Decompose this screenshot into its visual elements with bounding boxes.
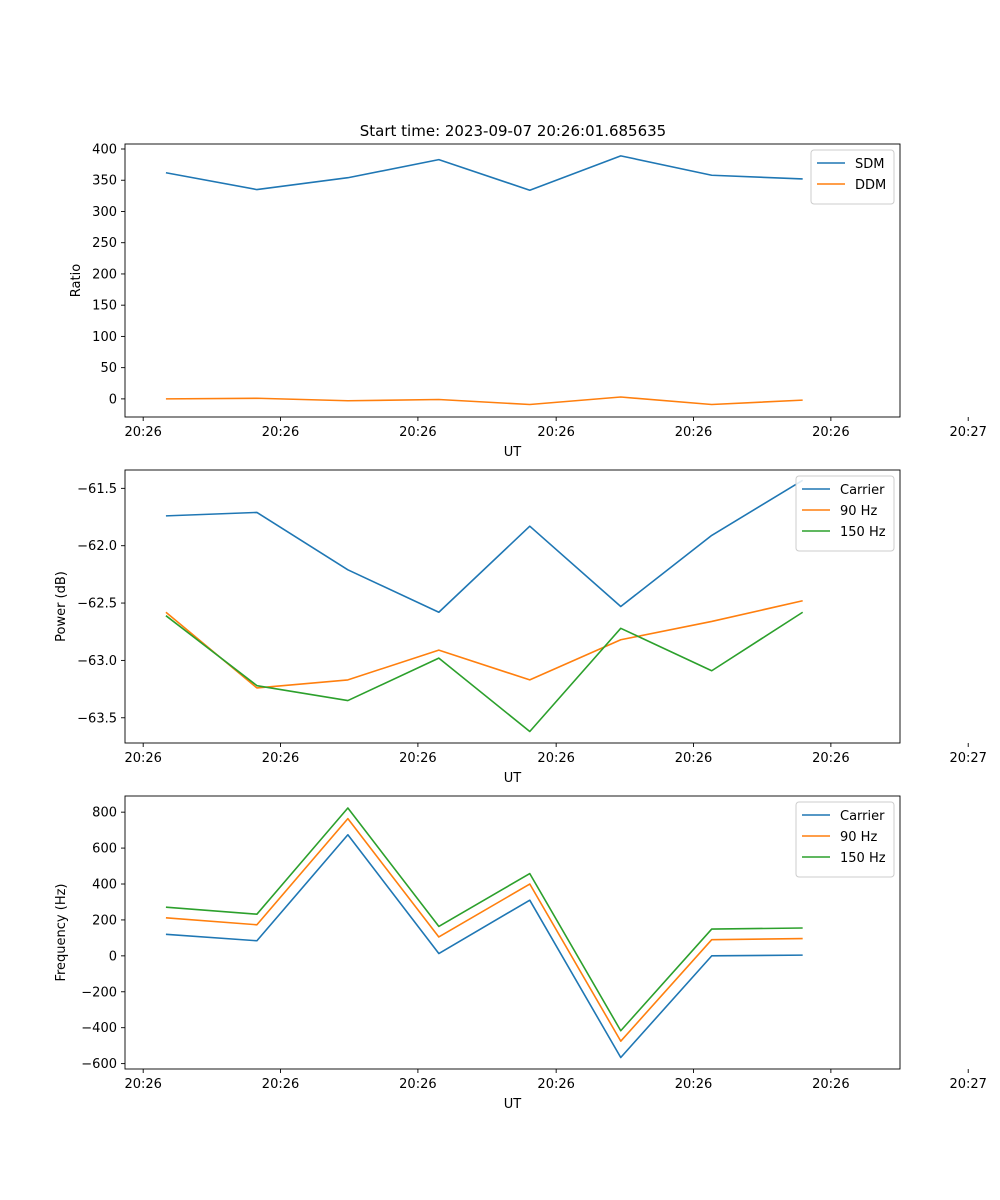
- x-tick-label: 20:26: [399, 1077, 436, 1092]
- x-axis-label: UT: [504, 771, 522, 786]
- x-tick-label: 20:26: [262, 425, 299, 440]
- series-line-carrier: [165, 833, 803, 1059]
- y-tick-label: 150: [92, 299, 117, 314]
- x-tick-label: 20:26: [812, 751, 849, 766]
- legend: Carrier 90 Hz 150 Hz: [795, 475, 895, 552]
- y-tick-label: 600: [92, 842, 117, 857]
- x-tick-label: 20:26: [537, 1077, 574, 1092]
- x-tick-label: 20:26: [675, 751, 712, 766]
- legend-entry: DDM: [855, 178, 886, 193]
- legend-box: [795, 801, 895, 878]
- legend: Carrier 90 Hz 150 Hz: [795, 801, 895, 878]
- figure-title: Start time: 2023-09-07 20:26:01.685635: [360, 122, 666, 140]
- x-tick-label: 20:26: [124, 1077, 161, 1092]
- y-tick-label: 250: [92, 236, 117, 251]
- series-line-carrier: [165, 479, 804, 614]
- y-tick-label: 300: [92, 205, 117, 220]
- x-tick-label: 20:26: [124, 751, 161, 766]
- axes-frame: [124, 469, 901, 744]
- series-line-150-hz: [165, 611, 804, 733]
- frequency-chart-panel: 20:26 20:26 20:26 20:26 20:26 20:26 20:27 UT −60…: [54, 795, 987, 1112]
- legend: SDM DDM: [810, 149, 895, 205]
- y-tick-label: 400: [92, 142, 117, 157]
- y-tick-label: −400: [81, 1021, 117, 1036]
- y-tick-label: 100: [92, 330, 117, 345]
- y-tick-label: 200: [92, 267, 117, 282]
- y-tick-label: 800: [92, 806, 117, 821]
- x-tick-label: 20:26: [537, 751, 574, 766]
- x-tick-label: 20:26: [675, 425, 712, 440]
- legend-entry: 150 Hz: [840, 525, 886, 540]
- legend-entry: SDM: [855, 157, 884, 172]
- series-line-150-hz: [165, 807, 803, 1032]
- y-axis-label: Power (dB): [54, 571, 69, 642]
- y-tick-label: 400: [92, 878, 117, 893]
- y-tick-label: 0: [109, 392, 117, 407]
- series-line-sdm: [165, 155, 803, 192]
- legend-entry: Carrier: [840, 809, 885, 824]
- x-tick-label: 20:27: [949, 425, 986, 440]
- y-tick-label: 200: [92, 913, 117, 928]
- y-tick-label: −63.5: [77, 711, 117, 726]
- legend-entry: 150 Hz: [840, 851, 886, 866]
- x-tick-label: 20:26: [399, 425, 436, 440]
- x-tick-label: 20:26: [537, 425, 574, 440]
- y-axis-label: Frequency (Hz): [54, 883, 69, 981]
- series-line-90-hz: [165, 599, 803, 689]
- y-tick-label: −63.0: [77, 654, 117, 669]
- series-line-90-hz: [165, 817, 803, 1042]
- x-tick-label: 20:26: [262, 751, 299, 766]
- y-tick-label: −61.5: [77, 482, 117, 497]
- y-tick-label: 50: [100, 361, 117, 376]
- ratio-chart-panel: 20:26 20:26 20:26 20:26 20:26 20:26 20:27 UT 0 50…: [69, 142, 987, 460]
- x-tick-label: 20:27: [949, 751, 986, 766]
- legend-entry: 90 Hz: [840, 830, 877, 845]
- y-axis-label: Ratio: [69, 264, 84, 297]
- x-tick-label: 20:26: [124, 425, 161, 440]
- x-axis-label: UT: [504, 445, 522, 460]
- legend-box: [795, 475, 895, 552]
- y-tick-label: −62.5: [77, 597, 117, 612]
- x-tick-label: 20:26: [399, 751, 436, 766]
- axes-frame: [124, 143, 901, 418]
- y-tick-label: −62.0: [77, 539, 117, 554]
- legend-entry: Carrier: [840, 483, 885, 498]
- y-tick-label: −200: [81, 985, 117, 1000]
- y-tick-label: −600: [81, 1057, 117, 1072]
- x-tick-label: 20:26: [675, 1077, 712, 1092]
- series-line-ddm: [165, 396, 803, 406]
- axes-frame: [124, 795, 901, 1070]
- x-tick-label: 20:26: [812, 1077, 849, 1092]
- x-tick-label: 20:26: [812, 425, 849, 440]
- power-chart-panel: 20:26 20:26 20:26 20:26 20:26 20:26 20:27 UT −63…: [54, 469, 987, 786]
- y-tick-label: 350: [92, 174, 117, 189]
- legend-entry: 90 Hz: [840, 504, 877, 519]
- x-tick-label: 20:27: [949, 1077, 986, 1092]
- x-axis-label: UT: [504, 1097, 522, 1112]
- x-tick-label: 20:26: [262, 1077, 299, 1092]
- y-tick-label: 0: [109, 949, 117, 964]
